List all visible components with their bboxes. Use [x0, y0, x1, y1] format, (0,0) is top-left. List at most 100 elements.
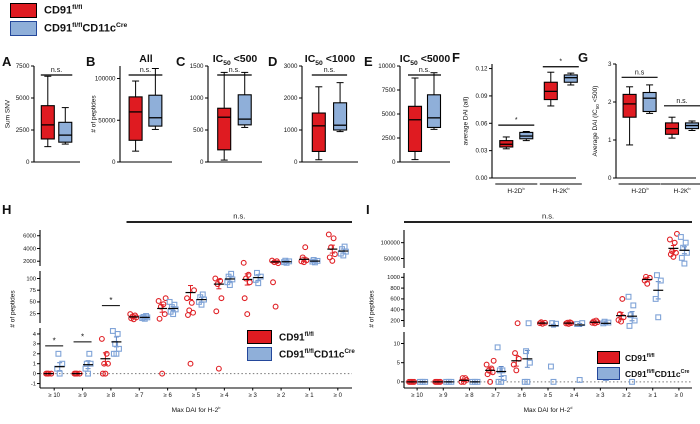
data-point-blue: [83, 360, 90, 367]
y-tick-label: 3: [33, 342, 36, 348]
red-box: [128, 96, 143, 141]
data-point-red: [303, 257, 310, 264]
data-point-blue: [630, 302, 637, 309]
data-point-red: [272, 303, 279, 310]
sig-label: *: [53, 336, 56, 345]
data-point-red: [184, 295, 190, 302]
x-tick-label: ≥ 9: [78, 393, 87, 399]
sig-label: n.s: [635, 69, 645, 76]
data-point-red: [270, 279, 276, 286]
x-tick-label: ≥ 1: [305, 393, 314, 399]
data-point-blue: [114, 331, 121, 337]
y-axis-label-A: Sum SNV: [4, 99, 12, 129]
y-tick-label: 400: [390, 308, 400, 314]
y-tick-label: 2: [33, 352, 36, 358]
data-point-red: [218, 295, 225, 302]
x-tick-label: ≥ 7: [491, 393, 500, 399]
data-point-blue: [143, 313, 150, 319]
blue-box: [333, 102, 348, 131]
y-tick-label: 10: [394, 341, 400, 347]
data-point-red: [673, 230, 680, 237]
data-point-blue: [521, 378, 528, 385]
y-tick-label: 0: [397, 380, 400, 386]
y-tick-label: 0: [26, 159, 30, 166]
x-tick-label: ≥ 5: [544, 393, 553, 399]
legend-label: CD91fl/fl: [625, 352, 655, 363]
panel-i-legend: CD91fl/fl CD91fl/flCD11cCre: [597, 351, 689, 383]
legend-swatch-red: [247, 330, 272, 344]
data-point-red: [241, 295, 248, 302]
y-tick-label: 75: [30, 288, 36, 294]
data-point-red: [217, 277, 224, 284]
sig-label: n.s.: [324, 67, 335, 74]
data-point-blue: [550, 378, 557, 385]
blue-box: [58, 121, 73, 143]
panel-letter-C: C: [176, 54, 186, 69]
y-tick-label: 1500: [190, 63, 204, 70]
legend-sup: fl/fl: [72, 4, 83, 12]
y-tick-label: 1: [33, 362, 36, 368]
data-point-blue: [494, 344, 501, 351]
blue-box: [642, 91, 657, 113]
y-tick-label: 2000: [23, 259, 36, 265]
y-tick-label: 4000: [23, 246, 36, 252]
data-point-blue: [576, 376, 583, 383]
data-point-red: [616, 311, 623, 317]
y-tick-label: 4: [33, 332, 37, 338]
y-tick-label: 0: [112, 159, 116, 166]
data-point-red: [162, 295, 169, 302]
y-tick-label: 0: [200, 159, 204, 166]
legend-entry: CD91fl/flCD11cCre: [247, 347, 355, 361]
blue-box: [237, 94, 252, 126]
panel-title-D: IC50 <1000: [304, 53, 356, 68]
y-tick-label: 1: [608, 137, 612, 144]
data-point-blue: [109, 328, 116, 334]
legend-text: CD91: [44, 4, 73, 17]
x-tick-label: ≥ 10: [411, 393, 423, 399]
data-point-blue: [495, 378, 502, 385]
data-point-red: [98, 335, 105, 342]
x-tick-label: ≥ 4: [220, 393, 229, 399]
data-point-blue: [499, 367, 506, 374]
legend-entry: CD91fl/fl: [247, 330, 355, 344]
y-tick-label: 200: [390, 318, 400, 324]
y-tick-label: 2500: [382, 135, 396, 142]
panel-letter-G: G: [578, 50, 589, 65]
legend-label: CD91fl/flCD11cCre: [279, 347, 355, 361]
x-tick-label: ≥ 0: [675, 393, 684, 399]
y-tick-label: 100: [26, 276, 36, 282]
data-point-red: [156, 315, 163, 322]
data-point-red: [213, 308, 220, 315]
data-point-red: [646, 274, 653, 281]
legend-swatch-red: [10, 3, 37, 18]
data-point-red: [330, 235, 337, 242]
data-point-blue: [228, 270, 235, 277]
data-point-red: [512, 350, 518, 357]
legend-label: CD91fl/fl: [279, 330, 314, 344]
panel-h-legend: CD91fl/fl CD91fl/flCD11cCre: [247, 330, 355, 364]
y-tick-label: 1000: [284, 127, 298, 134]
data-point-red: [490, 357, 497, 364]
sig-label: n.s.: [419, 67, 430, 74]
y-tick-label: 0.00: [475, 175, 488, 182]
blue-box: [426, 94, 442, 128]
data-point-red: [593, 317, 600, 324]
data-point-blue: [627, 312, 634, 319]
sig-label: n.s.: [676, 98, 687, 105]
y-tick-label: 2000: [284, 95, 298, 102]
legend-swatch-red: [597, 351, 620, 364]
y-tick-label: 0.09: [475, 93, 488, 100]
y-axis-label-B: # of peptides: [90, 95, 98, 133]
data-point-blue: [547, 363, 554, 370]
data-point-red: [240, 259, 247, 266]
data-point-red: [161, 311, 168, 318]
legend-entry: CD91fl/flCD11cCre: [10, 21, 127, 36]
data-point-red: [159, 370, 166, 377]
blue-box: [148, 94, 163, 127]
sig-label: n.s.: [140, 67, 151, 74]
data-point-red: [325, 231, 332, 238]
data-point-blue: [681, 260, 688, 267]
data-point-red: [103, 350, 110, 357]
